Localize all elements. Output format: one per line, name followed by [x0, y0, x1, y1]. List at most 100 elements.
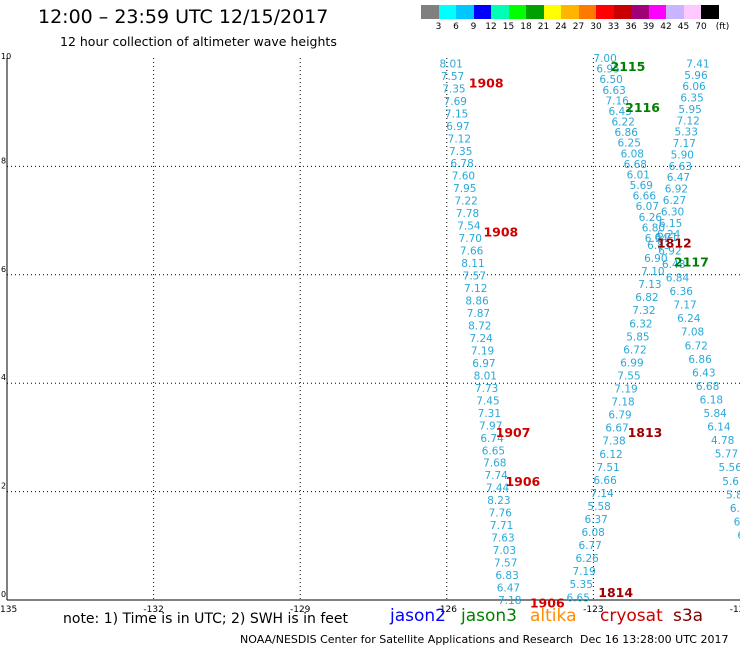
legend-swatch [596, 5, 614, 19]
wave-height-label: 6.63 [669, 161, 692, 173]
wave-height-label: 6.82 [635, 292, 658, 304]
wave-height-label: 5.77 [715, 449, 738, 461]
wave-height-label: 6.67 [605, 423, 628, 435]
wave-height-label: 6.18 [700, 394, 723, 406]
wave-height-label: 7.57 [494, 558, 517, 570]
wave-height-label: 7.95 [453, 183, 476, 195]
wave-height-label: 6.15 [659, 218, 682, 230]
wave-height-label: 6.50 [599, 74, 622, 86]
wave-height-label: 7.55 [617, 370, 640, 382]
wave-height-label: 6.66 [593, 475, 617, 487]
map-title: 12:00 – 23:59 UTC 12/15/2017 [38, 6, 329, 28]
wave-height-label: 6.77 [578, 540, 601, 552]
wave-height-label: 5.84 [703, 408, 727, 420]
wave-height-label: 5.96 [684, 70, 708, 82]
wave-height-label: 6.94 [645, 233, 669, 245]
wave-height-label: 7.76 [489, 508, 513, 520]
wave-height-label: 7.16 [605, 95, 629, 107]
wave-height-label: 6.97 [446, 121, 469, 133]
legend-label: 9 [470, 22, 477, 32]
wave-height-label: 5.87 [726, 489, 740, 501]
legend-swatch [631, 5, 649, 19]
wave-height-label: 6.37 [584, 514, 607, 526]
wave-height-label: 5.58 [587, 501, 610, 513]
wave-height-label: 4.78 [711, 435, 734, 447]
wave-height-label: 7.57 [441, 71, 464, 83]
pass-time-label: 1908 [469, 75, 504, 90]
wave-height-label: 7.03 [493, 545, 516, 557]
footer-date: Dec 16 13:28:00 UTC 2017 [580, 633, 729, 646]
legend-swatch [438, 5, 456, 19]
wave-height-label: 7.35 [449, 146, 472, 158]
pass-time-label: 1906 [530, 596, 565, 611]
x-tick-label: -132 [143, 605, 163, 615]
wave-height-label: 6.30 [661, 206, 684, 218]
legend-swatch [526, 5, 544, 19]
legend-swatch [491, 5, 509, 19]
y-tick-label: 10 [1, 52, 11, 61]
wave-height-label: 6.71 [654, 232, 677, 244]
legend-label: 36 [625, 22, 637, 32]
legend-swatch [613, 5, 631, 19]
wave-height-label: 7.12 [676, 115, 699, 127]
wave-height-label: 6.83 [495, 570, 518, 582]
wave-height-label: 6.14 [707, 422, 731, 434]
pass-time-label: 1814 [598, 585, 633, 600]
legend-label: 21 [537, 22, 550, 32]
wave-height-label: 7.35 [442, 83, 465, 95]
wave-height-label: 6.65 [567, 592, 590, 604]
wave-height-label: 6.97 [472, 358, 495, 370]
legend-swatch [561, 5, 579, 19]
wave-height-label: 6.48 [662, 259, 685, 271]
wave-height-label: 6.26 [639, 212, 663, 224]
legend-swatch [666, 5, 684, 19]
pass-time-label: 1813 [628, 425, 663, 440]
wave-height-label: 6.84 [666, 273, 690, 285]
wave-height-label: 6.74 [480, 433, 504, 445]
legend-swatch [508, 5, 526, 19]
wave-height-label: 6.80 [642, 222, 665, 234]
pass-time-label: 1812 [657, 235, 692, 250]
pass-time-label: 2116 [625, 100, 660, 115]
wave-height-label: 6.79 [608, 410, 631, 422]
legend-label: 3 [435, 22, 442, 32]
wave-height-label: 7.63 [491, 533, 514, 545]
wave-height-label: 8.11 [461, 258, 484, 270]
wave-height-label: 7.38 [602, 436, 625, 448]
wave-height-label: 7.97 [479, 420, 502, 432]
legend-label: 24 [555, 22, 567, 32]
wave-height-label: 6.43 [608, 106, 631, 118]
wave-height-label: 7.12 [448, 133, 471, 145]
wave-height-label: 7.19 [572, 566, 595, 578]
y-tick-label: 8 [1, 156, 6, 165]
wave-height-label: 6.24 [657, 229, 681, 241]
wave-height-label: 6.95 [596, 64, 619, 76]
map-subtitle: 12 hour collection of altimeter wave hei… [60, 34, 337, 49]
wave-height-label: 7.60 [452, 171, 475, 183]
footer-credit: NOAA/NESDIS Center for Satellite Applica… [240, 633, 574, 646]
wave-height-label: 6.68 [624, 159, 647, 171]
legend-swatch [701, 5, 719, 19]
satellite-jason3: jason3 [461, 606, 517, 626]
wave-height-label: 6.26 [575, 553, 599, 565]
legend-swatch [648, 5, 666, 19]
wave-height-label: 6.32 [629, 318, 652, 330]
wave-height-label: 6.08 [621, 148, 644, 160]
wave-height-label: 6.92 [658, 245, 681, 257]
wave-height-label: 7.12 [464, 283, 487, 295]
wave-height-label: 6.43 [692, 367, 715, 379]
wave-height-label: 5.56 [719, 462, 740, 474]
legend-swatch [421, 5, 439, 19]
wave-height-label: 7.87 [467, 308, 490, 320]
wave-height-label: 7.17 [673, 138, 696, 150]
legend-swatch [543, 5, 561, 19]
wave-height-label: 8.86 [465, 296, 489, 308]
wave-height-label: 7.00 [593, 53, 616, 65]
wave-height-label: 6.86 [688, 354, 712, 366]
pass-time-label: 1908 [483, 224, 518, 239]
wave-height-label: 6.06 [682, 81, 706, 93]
wave-height-label: 6.78 [450, 158, 473, 170]
pass-time-label: 1906 [505, 474, 540, 489]
wave-height-label: 7.57 [463, 271, 486, 283]
y-tick-label: 0 [1, 590, 6, 599]
